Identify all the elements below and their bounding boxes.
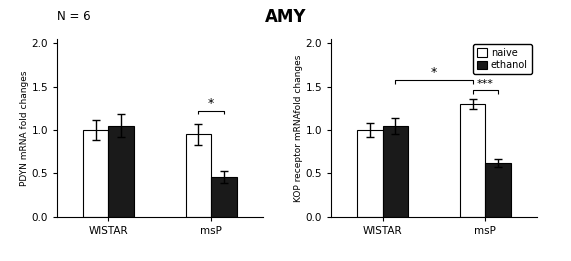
Text: AMY: AMY (265, 8, 306, 26)
Bar (108, 126, 134, 217)
Bar (211, 177, 237, 217)
Bar (357, 130, 383, 217)
Y-axis label: KOP receptor mRNAfold changes: KOP receptor mRNAfold changes (293, 54, 303, 201)
Bar (83, 130, 108, 217)
Bar (186, 134, 211, 217)
Bar (383, 126, 408, 217)
Legend: naive, ethanol: naive, ethanol (473, 44, 532, 74)
Text: ***: *** (477, 79, 494, 89)
Text: N = 6: N = 6 (57, 10, 91, 23)
Text: *: * (208, 97, 214, 110)
Bar (485, 163, 511, 217)
Bar (460, 104, 485, 217)
Y-axis label: PDYN mRNA fold changes: PDYN mRNA fold changes (19, 70, 29, 186)
Text: *: * (431, 66, 437, 79)
